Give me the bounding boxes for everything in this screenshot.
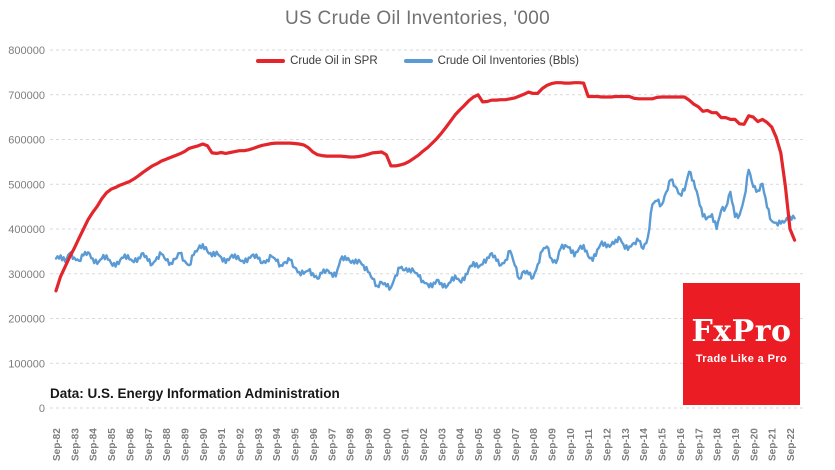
x-axis-tick-label: Sep-07 <box>511 428 522 461</box>
y-axis-tick-label: 100000 <box>8 358 45 370</box>
y-axis-tick-label: 200000 <box>8 314 45 326</box>
x-axis-tick-label: Sep-00 <box>382 428 393 461</box>
x-axis-tick-label: Sep-21 <box>768 428 779 461</box>
y-axis-tick-label: 700000 <box>8 90 45 102</box>
series-line-inventories <box>54 168 796 291</box>
x-axis-tick-label: Sep-14 <box>639 428 650 461</box>
x-axis-tick-label: Sep-87 <box>144 428 155 461</box>
inventories-line-swatch <box>403 59 433 63</box>
x-axis-tick-label: Sep-08 <box>529 428 540 461</box>
x-axis-tick-label: Sep-19 <box>731 428 742 461</box>
x-axis-tick-label: Sep-05 <box>474 428 485 461</box>
x-axis-tick-label: Sep-96 <box>309 428 320 461</box>
x-axis-tick-label: Sep-15 <box>658 428 669 461</box>
x-axis-tick-label: Sep-98 <box>346 428 357 461</box>
y-axis-tick-label: 600000 <box>8 135 45 147</box>
x-axis-tick-label: Sep-20 <box>749 428 760 461</box>
x-axis-tick-label: Sep-04 <box>456 428 467 461</box>
chart-legend: Crude Oil in SPR Crude Oil Inventories (… <box>0 55 835 67</box>
x-axis-tick-label: Sep-95 <box>291 428 302 461</box>
x-axis-tick-label: Sep-17 <box>694 428 705 461</box>
spr-line-swatch <box>256 59 286 63</box>
x-axis-tick-label: Sep-84 <box>89 428 100 461</box>
x-axis-tick-label: Sep-13 <box>621 428 632 461</box>
x-axis-tick-label: Sep-82 <box>52 428 63 461</box>
x-axis-tick-label: Sep-09 <box>547 428 558 461</box>
legend-item-spr: Crude Oil in SPR <box>256 55 378 67</box>
x-axis-tick-label: Sep-18 <box>713 428 724 461</box>
x-axis-tick-label: Sep-03 <box>437 428 448 461</box>
x-axis-tick-label: Sep-85 <box>107 428 118 461</box>
y-axis-tick-label: 0 <box>39 403 45 415</box>
fxpro-logo: FxPro Trade Like a Pro <box>683 283 800 405</box>
x-axis-tick-label: Sep-22 <box>786 428 797 461</box>
y-axis-tick-label: 400000 <box>8 224 45 236</box>
y-axis-tick-label: 300000 <box>8 269 45 281</box>
x-axis-tick-label: Sep-88 <box>162 428 173 461</box>
x-axis-tick-label: Sep-83 <box>70 428 81 461</box>
x-axis-tick-label: Sep-01 <box>401 428 412 461</box>
x-axis-tick-label: Sep-90 <box>199 428 210 461</box>
x-axis-tick-label: Sep-97 <box>327 428 338 461</box>
x-axis-tick-label: Sep-10 <box>566 428 577 461</box>
y-axis-tick-label: 800000 <box>8 45 45 57</box>
fxpro-brand-text: FxPro <box>691 314 792 349</box>
x-axis-tick-label: Sep-11 <box>584 428 595 461</box>
x-axis-tick-label: Sep-94 <box>272 428 283 461</box>
x-axis-tick-label: Sep-93 <box>254 428 265 461</box>
x-axis-tick-label: Sep-86 <box>125 428 136 461</box>
legend-item-inventories: Crude Oil Inventories (Bbls) <box>403 55 579 67</box>
fxpro-tagline-text: Trade Like a Pro <box>695 353 788 365</box>
x-axis-tick-label: Sep-89 <box>180 428 191 461</box>
y-axis-tick-label: 500000 <box>8 179 45 191</box>
legend-label-inventories: Crude Oil Inventories (Bbls) <box>437 55 579 67</box>
chart-title: US Crude Oil Inventories, '000 <box>284 8 551 29</box>
x-axis-tick-label: Sep-91 <box>217 428 228 461</box>
x-axis-tick-label: Sep-99 <box>364 428 375 461</box>
x-axis-tick-label: Sep-02 <box>419 428 430 461</box>
x-axis-tick-label: Sep-92 <box>236 428 247 461</box>
x-axis-tick-label: Sep-06 <box>492 428 503 461</box>
legend-label-spr: Crude Oil in SPR <box>290 55 378 67</box>
x-axis-tick-label: Sep-12 <box>603 428 614 461</box>
x-axis-tick-label: Sep-16 <box>676 428 687 461</box>
series-line-spr <box>54 81 797 293</box>
data-source-note: Data: U.S. Energy Information Administra… <box>50 386 340 401</box>
